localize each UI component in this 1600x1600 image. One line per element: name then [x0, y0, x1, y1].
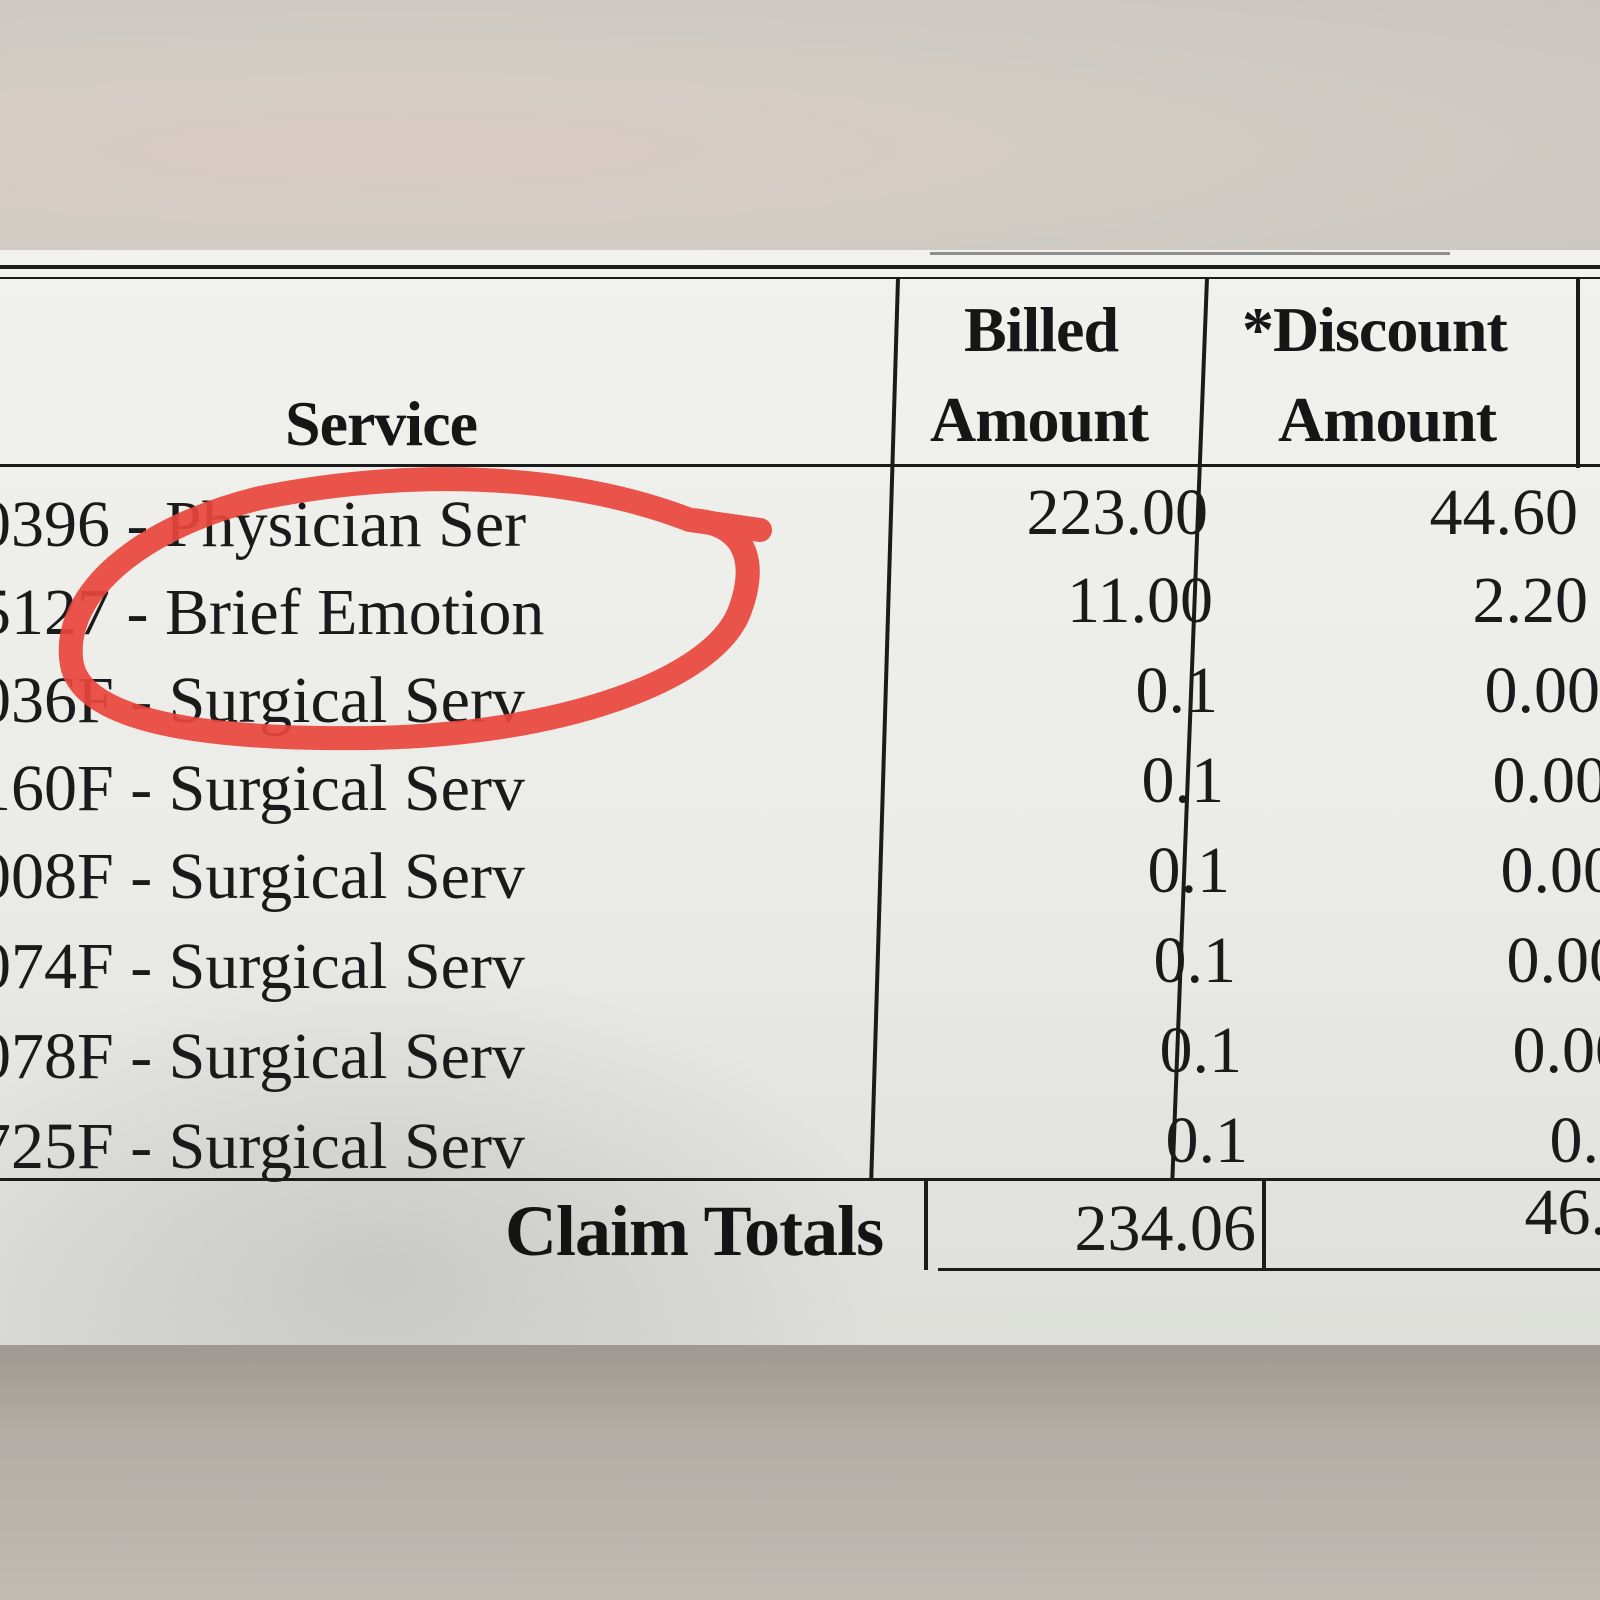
header-billed-line1: Billed [964, 294, 1119, 365]
billed-cell: 0.1 [1153, 924, 1237, 997]
total-discount: 46.8 [1524, 1176, 1600, 1249]
header-discount-line1: *Discount [1242, 294, 1508, 365]
claim-totals-label: Claim Totals [505, 1191, 884, 1271]
header-billed-line2: Amount [930, 384, 1149, 455]
billed-cell: 0.1 [1135, 654, 1219, 727]
cut-off-text-line [930, 250, 1450, 255]
service-cell: 078F - Surgical Serv [0, 1020, 525, 1093]
column-divider-2-totals [1262, 1178, 1266, 1270]
billed-cell: 11.00 [1066, 564, 1213, 637]
discount-cell: 0.00 [1500, 834, 1600, 907]
bottom-border [938, 1268, 1600, 1271]
top-border [0, 265, 1600, 269]
header-service: Service [285, 388, 478, 459]
discount-cell: 0.00 [1492, 744, 1600, 817]
billed-cell: 0.1 [1147, 834, 1231, 907]
service-cell: 008F - Surgical Serv [0, 840, 525, 913]
discount-cell: 0.00 [1512, 1014, 1600, 1087]
discount-cell: 0.00 [1484, 654, 1600, 727]
background-top [0, 0, 1600, 250]
top-border-inner [0, 277, 1600, 279]
service-cell: 074F - Surgical Serv [0, 930, 525, 1003]
billed-cell: 223.00 [1026, 476, 1209, 549]
column-divider-3 [1576, 278, 1580, 468]
column-divider-1-totals [924, 1178, 928, 1270]
background-bottom [0, 1345, 1600, 1600]
billed-cell: 0.1 [1141, 744, 1225, 817]
total-billed: 234.06 [1074, 1192, 1257, 1265]
service-cell: 725F - Surgical Serv [0, 1110, 525, 1183]
billed-cell: 0.1 [1159, 1014, 1243, 1087]
service-cell: 160F - Surgical Serv [0, 752, 525, 825]
totals-divider [0, 1178, 1600, 1181]
discount-cell: 44.60 [1429, 476, 1579, 549]
header-divider [0, 464, 1600, 467]
discount-cell: 0.0 [1549, 1104, 1600, 1177]
discount-cell: 0.00 [1506, 924, 1600, 997]
billed-cell: 0.1 [1165, 1104, 1249, 1177]
header-discount-line2: Amount [1278, 384, 1497, 455]
claim-document: Service Billed Amount *Discount Amount 0… [0, 250, 1600, 1345]
discount-cell: 2.20 [1472, 564, 1589, 637]
